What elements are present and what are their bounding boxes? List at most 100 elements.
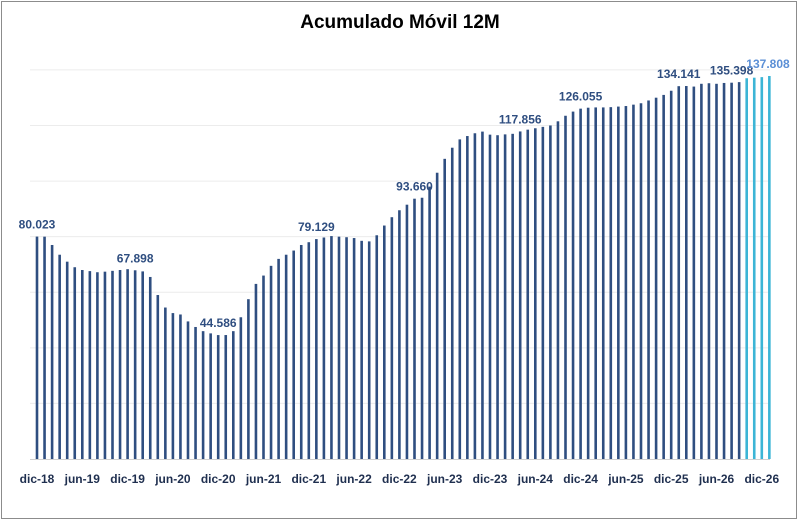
bar [443, 158, 446, 459]
bar [466, 136, 469, 460]
bar [186, 321, 190, 459]
bar [262, 275, 265, 459]
bar [647, 100, 650, 459]
x-tick-label: dic-25 [654, 472, 689, 486]
bar [194, 326, 197, 459]
bar [617, 106, 620, 459]
x-tick-label: dic-26 [744, 472, 779, 486]
bar [133, 270, 137, 459]
bar [209, 333, 212, 459]
bar [43, 236, 46, 459]
bar [571, 111, 575, 459]
bar [481, 131, 484, 459]
bar [315, 239, 318, 459]
bar [111, 270, 114, 459]
bar [269, 265, 273, 459]
bar [171, 313, 175, 459]
bar [73, 267, 77, 459]
bar [526, 129, 530, 459]
bar [148, 276, 152, 459]
data-label: 67.898 [117, 251, 154, 265]
bar [156, 295, 160, 459]
bar [737, 82, 741, 459]
bar [707, 83, 711, 460]
x-tick-label: dic-22 [382, 472, 417, 486]
bar [677, 86, 681, 460]
data-label: 134.141 [657, 67, 701, 81]
bar [458, 139, 462, 459]
bar [541, 126, 545, 460]
bar [601, 107, 605, 460]
bar [503, 134, 507, 459]
bar [284, 254, 288, 459]
bar [232, 331, 235, 459]
bar [669, 90, 673, 460]
bar [307, 242, 311, 459]
bar [594, 107, 597, 460]
x-tick-label: dic-24 [563, 472, 598, 486]
x-tick-label: dic-21 [291, 472, 326, 486]
bar [496, 135, 499, 459]
bar [330, 236, 333, 459]
bar [420, 197, 424, 460]
bar [428, 186, 431, 459]
bar [277, 258, 280, 459]
bar [81, 270, 84, 459]
bar [247, 299, 250, 459]
bar [624, 106, 628, 459]
bar [164, 307, 167, 459]
forecast-bar [745, 78, 748, 459]
bar [299, 244, 303, 459]
chart-title: Acumulado Móvil 12M [300, 12, 500, 33]
x-tick-label: dic-18 [20, 472, 55, 486]
bar [103, 271, 107, 459]
bar [549, 125, 552, 459]
bar [118, 270, 122, 459]
bar [58, 254, 61, 459]
bar [654, 97, 658, 459]
bar [345, 237, 348, 459]
bar [715, 83, 718, 459]
bar [518, 131, 522, 459]
forecast-bar [752, 77, 756, 460]
bar [201, 331, 205, 459]
bar [632, 104, 635, 459]
bar [141, 271, 144, 459]
bar [383, 225, 386, 459]
forecast-bar [768, 75, 771, 460]
bar [564, 115, 567, 459]
bar [413, 198, 416, 459]
bar [224, 335, 228, 459]
x-tick-label: jun-26 [698, 472, 735, 486]
data-label: 126.055 [559, 90, 603, 104]
bar [662, 94, 665, 459]
bar [534, 128, 537, 459]
bar [488, 134, 492, 459]
bar [254, 283, 258, 459]
bar [692, 86, 696, 459]
bar [35, 236, 39, 459]
bar [367, 241, 371, 459]
bar [405, 204, 409, 459]
data-label: 135.398 [710, 64, 754, 78]
bar [450, 147, 454, 459]
bar [337, 236, 341, 459]
bar [639, 103, 643, 459]
bar [88, 271, 92, 459]
bar [352, 238, 356, 459]
data-label: 93.660 [396, 180, 433, 194]
bar [50, 244, 54, 459]
x-tick-label: dic-20 [201, 472, 236, 486]
data-label: 44.586 [200, 316, 237, 330]
x-tick-label: dic-23 [473, 472, 508, 486]
bar [435, 172, 439, 460]
x-tick-label: dic-19 [110, 472, 145, 486]
bar [579, 108, 582, 460]
data-label: 80.023 [19, 218, 56, 232]
x-tick-label: jun-20 [154, 472, 191, 486]
bar [65, 261, 69, 459]
forecast-bar [760, 77, 764, 460]
bar [398, 210, 401, 459]
x-tick-label: jun-24 [517, 472, 554, 486]
